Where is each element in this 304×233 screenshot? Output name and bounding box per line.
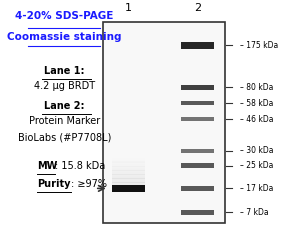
Text: – 80 kDa: – 80 kDa xyxy=(240,83,274,92)
Bar xyxy=(103,22,225,223)
Text: : 15.8 kDa: : 15.8 kDa xyxy=(55,161,105,171)
Bar xyxy=(181,42,214,48)
Bar xyxy=(112,185,145,192)
Bar xyxy=(112,180,145,182)
Text: – 17 kDa: – 17 kDa xyxy=(240,184,274,193)
Text: 4.2 μg BRDT: 4.2 μg BRDT xyxy=(34,81,95,91)
Bar xyxy=(112,158,145,160)
Bar xyxy=(181,186,214,191)
Bar xyxy=(112,184,145,185)
Bar xyxy=(181,85,214,90)
Bar xyxy=(112,174,145,176)
Bar xyxy=(181,117,214,121)
Text: 4-20% SDS-PAGE: 4-20% SDS-PAGE xyxy=(15,11,114,21)
Text: Protein Marker: Protein Marker xyxy=(29,116,100,126)
Text: Lane 2:: Lane 2: xyxy=(44,101,85,111)
Text: – 46 kDa: – 46 kDa xyxy=(240,115,274,123)
Text: – 58 kDa: – 58 kDa xyxy=(240,99,274,108)
Bar xyxy=(112,170,145,172)
Bar xyxy=(112,181,145,183)
Bar xyxy=(112,160,145,161)
Text: Lane 1:: Lane 1: xyxy=(44,66,85,76)
Text: Purity: Purity xyxy=(37,179,70,189)
Bar xyxy=(181,210,214,215)
Text: – 175 kDa: – 175 kDa xyxy=(240,41,278,50)
Text: 1: 1 xyxy=(125,3,132,13)
Bar xyxy=(112,178,145,180)
Bar xyxy=(112,162,145,164)
Bar xyxy=(112,173,145,175)
Bar xyxy=(112,169,145,171)
Bar xyxy=(112,182,145,184)
Bar xyxy=(112,172,145,174)
Text: BioLabs (#P7708L): BioLabs (#P7708L) xyxy=(18,132,111,142)
Text: – 25 kDa: – 25 kDa xyxy=(240,161,274,170)
Bar xyxy=(181,101,214,105)
Bar xyxy=(112,177,145,179)
Bar xyxy=(112,166,145,168)
Text: 2: 2 xyxy=(194,3,201,13)
Text: – 30 kDa: – 30 kDa xyxy=(240,146,274,155)
Text: Coomassie staining: Coomassie staining xyxy=(7,31,122,41)
Bar xyxy=(112,176,145,178)
Bar xyxy=(112,168,145,169)
Bar xyxy=(112,161,145,163)
Bar xyxy=(112,164,145,165)
Bar xyxy=(112,165,145,167)
Bar xyxy=(181,163,214,168)
Text: MW: MW xyxy=(37,161,57,171)
Text: – 7 kDa: – 7 kDa xyxy=(240,208,269,217)
Bar xyxy=(181,149,214,153)
Text: : ≥97%: : ≥97% xyxy=(71,179,107,189)
